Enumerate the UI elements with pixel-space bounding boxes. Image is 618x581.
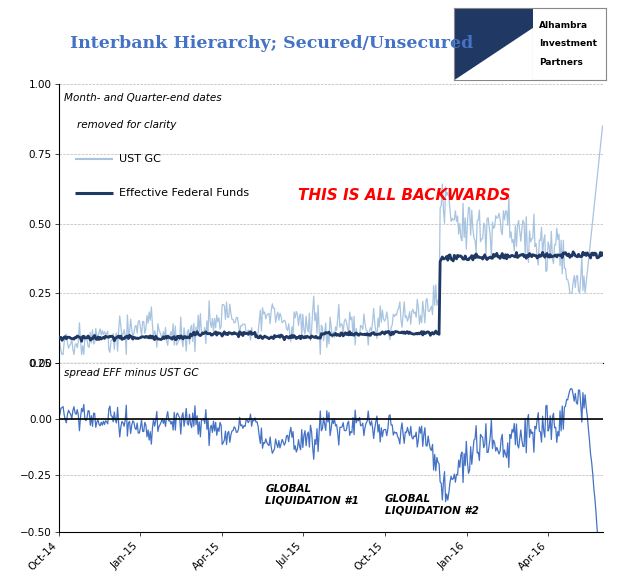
Text: UST GC: UST GC	[119, 155, 161, 164]
Polygon shape	[454, 28, 533, 80]
Text: Month- and Quarter-end dates: Month- and Quarter-end dates	[64, 92, 222, 103]
Text: Interbank Hierarchy; Secured/Unsecured: Interbank Hierarchy; Secured/Unsecured	[70, 35, 473, 52]
Text: removed for clarity: removed for clarity	[64, 120, 177, 131]
Polygon shape	[454, 8, 533, 80]
Text: Alhambra: Alhambra	[539, 21, 588, 30]
Text: Investment: Investment	[539, 40, 597, 48]
Text: Partners: Partners	[539, 58, 583, 66]
Text: THIS IS ALL BACKWARDS: THIS IS ALL BACKWARDS	[298, 188, 510, 203]
Text: spread EFF minus UST GC: spread EFF minus UST GC	[64, 368, 199, 378]
Text: GLOBAL
LIQUIDATION #1: GLOBAL LIQUIDATION #1	[265, 483, 359, 505]
Text: GLOBAL
LIQUIDATION #2: GLOBAL LIQUIDATION #2	[385, 494, 479, 515]
Text: Effective Federal Funds: Effective Federal Funds	[119, 188, 248, 198]
